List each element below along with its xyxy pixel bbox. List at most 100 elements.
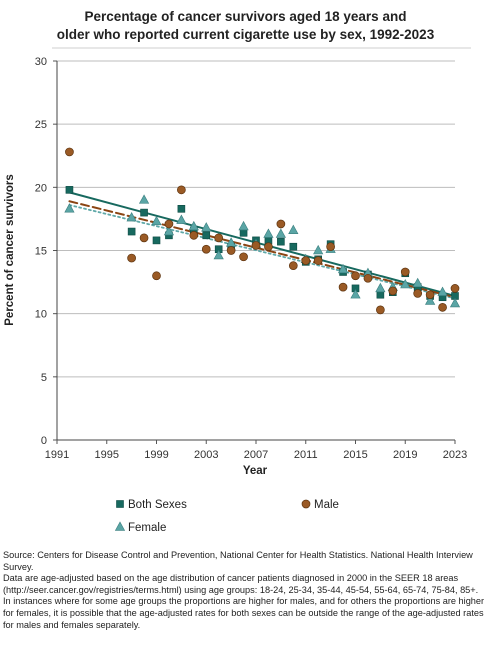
point-male-2017 (376, 305, 385, 315)
scatter-chart: 0 5 10 15 20 25 30 1991 1995 1999 2003 2007 2011 201… (4, 47, 471, 534)
trend-lines (68, 191, 456, 300)
point-both-sexes-2001 (177, 205, 186, 213)
point-both-sexes-2017 (376, 290, 385, 299)
axes (53, 60, 456, 444)
legend-label-female: Female (128, 522, 166, 534)
point-male-2014 (338, 282, 348, 292)
point-male-2009 (276, 219, 286, 229)
x-tick-1995: 1995 (95, 449, 119, 461)
point-male-2020 (413, 289, 423, 298)
point-male-2003 (201, 244, 211, 254)
point-male-2002 (189, 230, 199, 240)
legend-marker-both-sexes (116, 500, 124, 508)
point-male-2010 (288, 261, 298, 271)
source-line-3: In instances where for some age groups t… (3, 596, 485, 630)
x-tick-2015: 2015 (343, 449, 367, 461)
x-axis-label: Year (243, 465, 268, 477)
point-both-sexes-2006 (239, 229, 248, 237)
point-female-2010 (288, 224, 299, 234)
point-both-sexes-1992 (65, 186, 74, 194)
point-female-2017 (375, 282, 386, 293)
point-female-2008 (263, 228, 274, 238)
y-tick-15: 15 (35, 246, 47, 258)
point-female-1997 (126, 212, 137, 222)
trend-line-male (68, 200, 456, 299)
point-male-1992 (65, 147, 74, 157)
x-tick-2011: 2011 (294, 449, 318, 461)
legend-label-male: Male (314, 499, 339, 511)
point-male-1998 (139, 233, 149, 243)
point-male-2013 (326, 242, 335, 252)
point-male-2012 (313, 256, 323, 265)
point-female-2021 (425, 295, 436, 305)
y-tick-0: 0 (41, 435, 47, 447)
y-tick-5: 5 (41, 372, 47, 384)
point-both-sexes-1999 (152, 236, 161, 245)
point-female-2014 (337, 263, 349, 274)
y-tick-25: 25 (35, 119, 47, 131)
source-line-1: Source: Centers for Disease Control and … (3, 550, 473, 572)
point-female-2015 (350, 289, 361, 299)
point-both-sexes-2010 (289, 242, 298, 251)
point-female-2023 (449, 297, 461, 308)
x-tick-2023: 2023 (443, 449, 467, 461)
point-male-2016 (363, 273, 373, 283)
point-male-2007 (251, 241, 261, 250)
point-female-2003 (201, 222, 212, 232)
gridlines (57, 60, 455, 378)
legend-marker-female (114, 521, 126, 531)
point-female-2000 (163, 225, 175, 236)
point-female-1998 (138, 194, 150, 204)
point-male-2004 (214, 233, 224, 243)
chart-title-line-2: older who reported current cigarette use… (56, 27, 435, 42)
point-female-2002 (188, 220, 199, 231)
legend-label-both-sexes: Both Sexes (128, 499, 187, 511)
y-tick-labels: 0 5 10 15 20 25 30 (35, 56, 47, 447)
y-tick-10: 10 (35, 309, 47, 321)
chart-title-line-1: Percentage of cancer survivors aged 18 y… (84, 9, 407, 24)
trend-line-female (68, 204, 456, 300)
source-note: Source: Centers for Disease Control and … (3, 550, 489, 631)
point-male-2019 (400, 267, 410, 277)
data-points (64, 147, 461, 315)
point-both-sexes-1998 (140, 208, 148, 217)
point-both-sexes-2009 (277, 237, 285, 246)
trend-line-both-sexes (68, 191, 456, 297)
y-axis-label: Percent of cancer survivors (4, 174, 16, 326)
point-male-2006 (239, 252, 248, 262)
point-male-2001 (177, 185, 186, 195)
point-male-2023 (450, 284, 460, 293)
x-tick-2007: 2007 (244, 449, 268, 461)
chart-title: Percentage of cancer survivors aged 18 y… (0, 8, 491, 44)
point-male-2000 (164, 219, 174, 229)
point-female-2006 (238, 220, 249, 231)
point-female-2019 (400, 278, 411, 289)
legend-marker-male (301, 499, 311, 509)
point-female-2022 (437, 286, 448, 296)
point-female-1999 (151, 215, 162, 226)
y-tick-30: 30 (35, 56, 47, 68)
x-tick-1999: 1999 (144, 449, 168, 461)
point-male-2021 (425, 290, 435, 300)
point-male-2005 (226, 246, 236, 255)
point-female-2001 (176, 214, 187, 224)
point-female-2009 (275, 228, 286, 238)
x-tick-labels: 1991 1995 1999 2003 2007 2011 2015 2019 2023 (45, 449, 467, 461)
point-male-1999 (152, 271, 161, 281)
x-tick-2019: 2019 (393, 449, 417, 461)
point-both-sexes-1997 (127, 227, 136, 236)
point-female-1992 (64, 203, 75, 213)
point-both-sexes-2003 (202, 231, 211, 240)
x-tick-1991: 1991 (45, 449, 69, 461)
point-female-2020 (412, 277, 423, 288)
legend: Both Sexes Male Female (114, 499, 339, 534)
point-male-2018 (388, 286, 398, 296)
source-line-2: Data are age-adjusted based on the age d… (3, 573, 479, 595)
point-female-2004 (213, 249, 224, 260)
point-male-2011 (301, 256, 311, 265)
point-female-2012 (313, 244, 324, 255)
x-tick-2003: 2003 (194, 449, 218, 461)
point-male-2015 (351, 271, 360, 281)
point-male-2022 (438, 303, 447, 312)
point-male-2008 (264, 242, 273, 252)
